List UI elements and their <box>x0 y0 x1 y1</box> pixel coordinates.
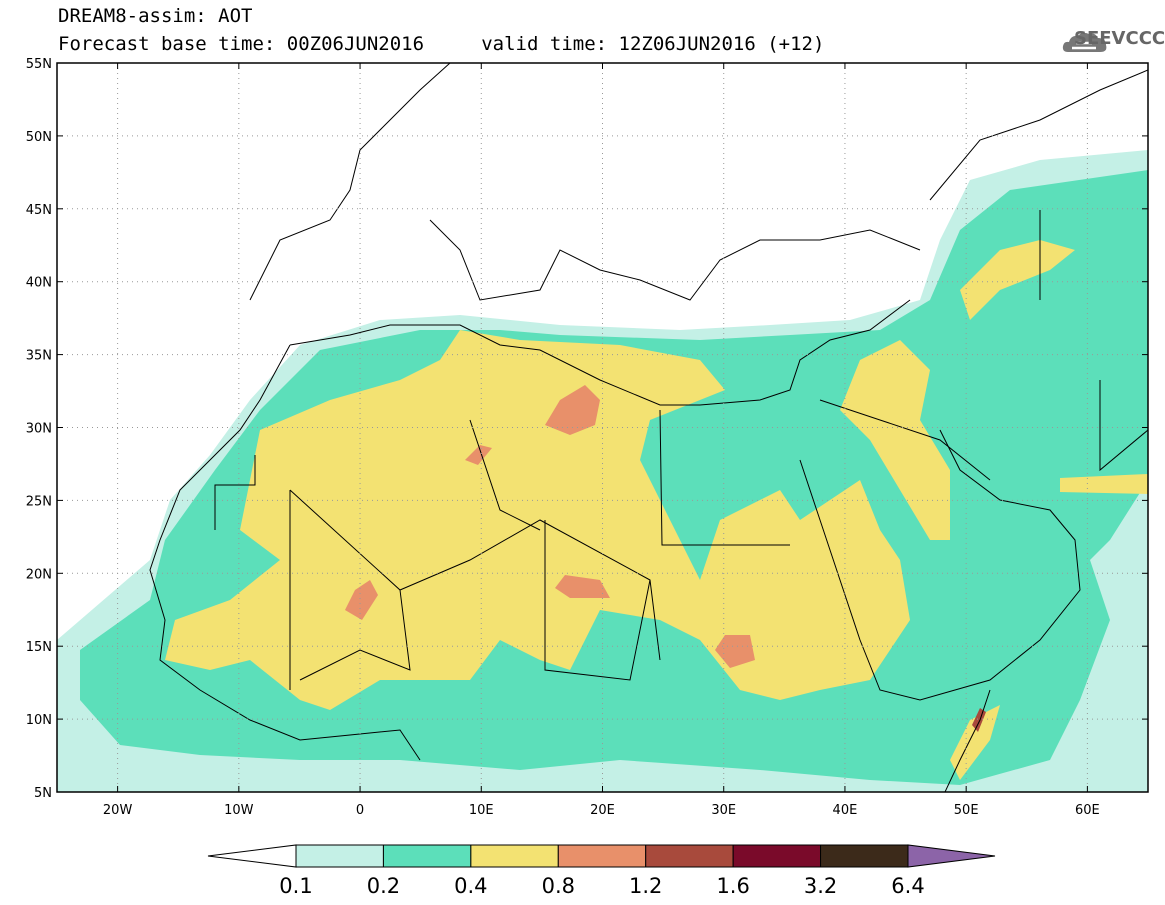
lat-tick-label: 5N <box>34 786 52 801</box>
lon-tick-label: 30E <box>711 803 736 818</box>
aot-region-very-high-chad <box>555 575 610 598</box>
lon-tick-label: 0 <box>356 803 364 818</box>
lat-tick-label: 20N <box>26 567 52 582</box>
coastlines <box>149 63 1148 792</box>
colorbar-swatch <box>645 844 734 868</box>
lat-tick-label: 50N <box>26 130 52 145</box>
map-subtitle: Forecast base time: 00Z06JUN2016 valid t… <box>58 33 825 55</box>
colorbar-label: 6.4 <box>891 874 924 898</box>
lat-tick-label: 55N <box>26 57 52 72</box>
aot-region-high-east <box>840 340 950 540</box>
aot-region-high-arabia <box>1060 474 1148 494</box>
lon-tick-label: 10W <box>224 803 254 818</box>
logo-text: SEEVCCC <box>1074 28 1165 49</box>
colorbar-label: 1.6 <box>716 874 749 898</box>
lon-tick-label: 40E <box>833 803 858 818</box>
colorbar-swatch <box>732 844 822 868</box>
colorbar-swatch <box>820 844 909 868</box>
lat-tick-label: 30N <box>26 422 52 437</box>
lon-tick-label: 20E <box>590 803 615 818</box>
gridlines <box>57 63 1148 792</box>
colorbar-swatch <box>382 844 472 868</box>
colorbar-label: 0.8 <box>542 874 575 898</box>
aot-field <box>57 63 1148 792</box>
aot-region-very-high-mali <box>345 580 378 620</box>
aot-region-high-ne <box>960 240 1075 320</box>
lon-tick-label: 20W <box>103 803 133 818</box>
colorbar-over-arrow <box>907 844 996 868</box>
colorbar-swatch <box>470 844 559 868</box>
lat-tick-label: 40N <box>26 276 52 291</box>
lat-tick-label: 45N <box>26 203 52 218</box>
colorbar-swatch <box>557 844 647 868</box>
aot-region-very-high-sudan <box>715 635 755 668</box>
colorbar-label: 0.4 <box>454 874 487 898</box>
colorbar-label: 0.2 <box>367 874 400 898</box>
lat-tick-label: 25N <box>26 494 52 509</box>
lon-tick-label: 60E <box>1075 803 1100 818</box>
colorbar-under-arrow <box>207 844 297 868</box>
lat-tick-label: 15N <box>26 640 52 655</box>
lat-tick-label: 35N <box>26 349 52 364</box>
colorbar-label: 3.2 <box>804 874 837 898</box>
colorbar-swatch <box>295 844 384 868</box>
lat-tick-label: 10N <box>26 713 52 728</box>
aot-region-high <box>165 330 910 710</box>
aot-region-high-horn <box>950 705 1000 780</box>
aot-region-very-high-algeria <box>465 445 492 465</box>
colorbar: 0.1 0.2 0.4 0.8 1.2 1.6 3.2 6.4 <box>207 844 996 898</box>
lon-tick-label: 50E <box>954 803 979 818</box>
axes: 55N 50N 45N 40N 35N 30N 25N 20N 15N 10N 5N 20W 10W 0 1… <box>26 57 1148 818</box>
aot-region-very-high-libya <box>545 385 600 435</box>
cloud-icon <box>1062 32 1107 52</box>
colorbar-label: 1.2 <box>629 874 662 898</box>
map-title: DREAM8-assim: AOT <box>58 5 253 27</box>
colorbar-label: 0.1 <box>279 874 312 898</box>
lon-tick-label: 10E <box>469 803 494 818</box>
